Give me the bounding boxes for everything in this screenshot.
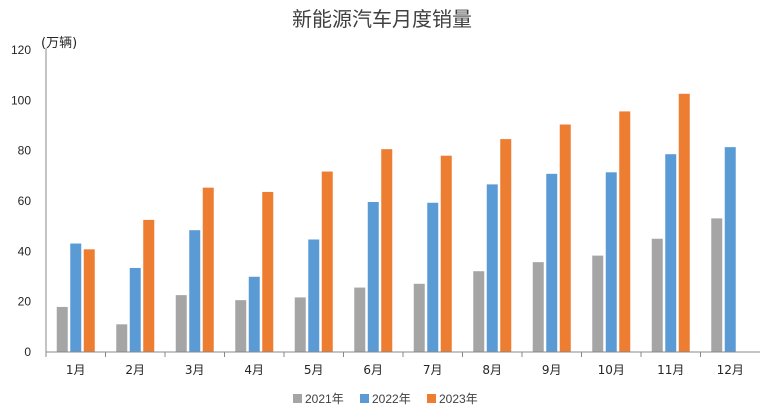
- x-tick-label: 11月: [657, 363, 684, 377]
- legend-label: 2022年: [372, 392, 411, 406]
- x-tick-label: 9月: [542, 363, 562, 377]
- y-tick-label: 100: [11, 93, 31, 107]
- x-axis: 1月 2月 3月 4月 5月 6月 7月 8月 9月 10月 11月 12月: [46, 352, 760, 377]
- bar-2022年-1月: [70, 244, 81, 352]
- chart-title: 新能源汽车月度销量: [292, 7, 472, 31]
- bar-2021年-1月: [57, 307, 68, 352]
- bar-2022年-4月: [249, 277, 260, 352]
- bar-2023年-11月: [679, 94, 690, 352]
- x-tick-label: 12月: [717, 363, 744, 377]
- bar-2021年-6月: [354, 288, 365, 352]
- x-tick-label: 3月: [185, 363, 205, 377]
- x-tick-label: 7月: [423, 363, 443, 377]
- x-tick-label: 2月: [125, 363, 145, 377]
- bar-2021年-10月: [592, 256, 603, 352]
- bar-2023年-4月: [262, 192, 273, 352]
- bar-2023年-8月: [500, 139, 511, 352]
- bars-group: [57, 94, 736, 352]
- bar-2023年-9月: [560, 124, 571, 352]
- bar-2023年-10月: [619, 111, 630, 352]
- y-axis: 0 20 40 60 80 100 120: [11, 43, 46, 359]
- x-tick-label: 5月: [304, 363, 324, 377]
- x-tick-label: 1月: [66, 363, 86, 377]
- bar-2021年-4月: [235, 300, 246, 352]
- bar-2021年-5月: [295, 297, 306, 352]
- bar-2022年-3月: [189, 230, 200, 352]
- legend-swatch: [293, 394, 302, 403]
- bar-2022年-6月: [368, 202, 379, 352]
- legend: 2021年 2022年 2023年: [293, 392, 478, 406]
- x-tick-label: 8月: [482, 363, 502, 377]
- bar-2023年-2月: [143, 220, 154, 352]
- bar-2022年-5月: [308, 240, 319, 353]
- x-tick-label: 10月: [598, 363, 625, 377]
- bar-2021年-3月: [176, 295, 187, 352]
- legend-swatch: [360, 394, 369, 403]
- y-tick-label: 0: [24, 345, 31, 359]
- bar-2021年-8月: [473, 271, 484, 352]
- bar-2023年-6月: [381, 149, 392, 352]
- bar-2021年-2月: [116, 324, 127, 352]
- bar-2023年-3月: [203, 188, 214, 352]
- bar-2021年-9月: [533, 262, 544, 352]
- bar-2022年-12月: [725, 147, 736, 352]
- bar-2021年-7月: [414, 284, 425, 352]
- y-tick-label: 20: [18, 295, 32, 309]
- bar-2022年-2月: [130, 268, 141, 352]
- bar-2023年-7月: [441, 156, 452, 352]
- legend-swatch: [427, 394, 436, 403]
- legend-label: 2021年: [305, 392, 344, 406]
- bar-2022年-10月: [606, 172, 617, 352]
- bar-2023年-1月: [84, 249, 95, 352]
- bar-2022年-9月: [546, 174, 557, 352]
- y-tick-label: 60: [18, 194, 32, 208]
- x-tick-label: 6月: [363, 363, 383, 377]
- bar-2023年-5月: [322, 172, 333, 352]
- bar-2022年-7月: [427, 203, 438, 352]
- bar-2022年-8月: [487, 184, 498, 352]
- bar-2021年-12月: [711, 218, 722, 352]
- y-tick-label: 80: [18, 144, 32, 158]
- y-tick-label: 120: [11, 43, 31, 57]
- y-tick-label: 40: [18, 244, 32, 258]
- bar-2022年-11月: [665, 154, 676, 352]
- x-tick-label: 4月: [244, 363, 264, 377]
- bar-2021年-11月: [652, 239, 663, 352]
- legend-label: 2023年: [439, 392, 478, 406]
